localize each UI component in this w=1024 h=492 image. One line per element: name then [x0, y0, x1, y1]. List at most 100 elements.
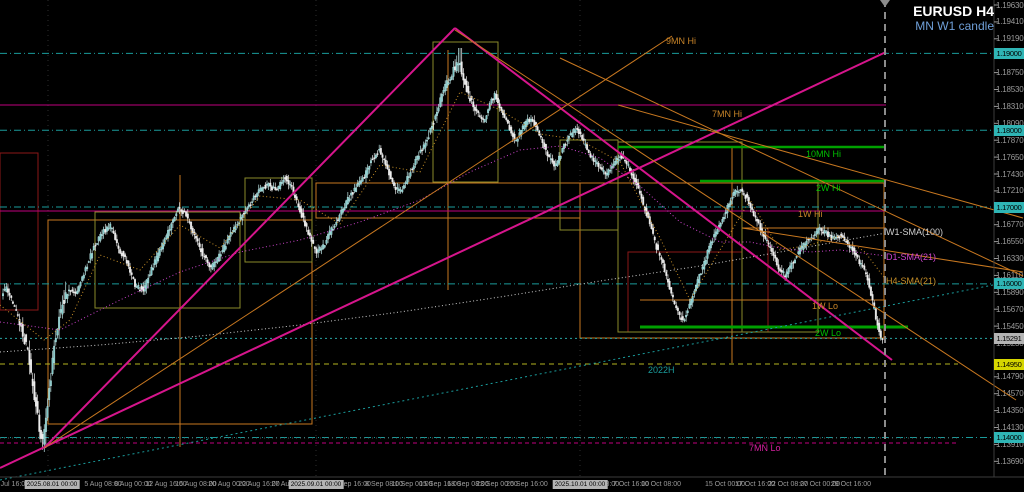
candle-body	[77, 286, 80, 292]
sma-curve	[0, 145, 887, 331]
candle-body	[577, 128, 580, 134]
candle-body	[294, 194, 296, 198]
price-tick-label: 1.16110	[996, 270, 1023, 280]
candle-body	[721, 219, 724, 223]
candle-body	[792, 261, 795, 264]
candle-body	[289, 183, 292, 186]
candle-body	[561, 148, 564, 153]
candle-body	[609, 169, 612, 172]
candle-body	[495, 94, 498, 100]
candle-body	[787, 268, 790, 274]
price-tick-label: 1.19630	[996, 0, 1024, 10]
candle-body	[110, 227, 113, 230]
candle-body	[394, 187, 397, 191]
candle-body	[729, 200, 732, 205]
candle-body	[607, 169, 610, 176]
candle-body	[389, 171, 392, 179]
candle-body	[807, 238, 810, 241]
candle-body	[719, 222, 722, 227]
candle-body	[213, 261, 216, 267]
candle-body	[599, 167, 602, 169]
candle-body	[586, 144, 589, 150]
candle-body	[356, 183, 359, 187]
candle-body	[587, 149, 590, 153]
candle-body	[315, 248, 318, 254]
candle-body	[198, 242, 201, 247]
candle-body	[510, 126, 513, 134]
candle-body	[3, 288, 6, 291]
symbol-title: EURUSD H4	[913, 3, 994, 19]
candle-body	[414, 159, 417, 165]
candle-body	[145, 279, 148, 289]
candle-body	[515, 139, 518, 142]
candle-body	[579, 131, 582, 135]
candle-body	[419, 150, 422, 153]
candle-body	[157, 252, 160, 262]
candle-body	[325, 240, 328, 244]
candle-body	[5, 286, 8, 292]
candle-body	[640, 193, 643, 199]
candle-body	[696, 279, 699, 288]
candle-body	[845, 240, 848, 243]
candle-body	[262, 187, 265, 189]
candle-body	[637, 183, 640, 189]
candle-body	[46, 406, 49, 418]
candle-body	[480, 116, 483, 119]
candle-body	[757, 219, 760, 224]
candle-body	[549, 158, 552, 161]
candle-body	[87, 261, 90, 263]
candle-body	[429, 127, 432, 133]
candle-body	[450, 76, 453, 80]
candle-body	[465, 80, 468, 92]
candle-body	[500, 107, 503, 111]
candle-body	[229, 232, 232, 237]
candle-body	[249, 204, 252, 206]
candle-body	[318, 246, 321, 251]
candle-body	[525, 121, 527, 128]
candle-body	[335, 222, 338, 226]
candle-body	[114, 232, 117, 240]
candle-body	[601, 167, 603, 170]
candle-body	[866, 274, 869, 281]
candle-body	[236, 224, 239, 226]
candle-body	[284, 177, 287, 180]
candle-body	[558, 155, 560, 164]
candle-body	[290, 185, 293, 187]
candle-body	[670, 287, 673, 294]
candle-body	[219, 254, 222, 257]
candle-body	[403, 185, 405, 189]
candle-body	[614, 161, 617, 165]
candle-body	[878, 322, 881, 332]
candle-body	[61, 304, 64, 315]
candle-body	[653, 236, 656, 241]
candle-body	[234, 225, 237, 231]
candle-body	[48, 388, 51, 400]
candle-body	[464, 78, 466, 85]
candle-body	[33, 381, 36, 401]
candle-body	[8, 292, 11, 296]
price-tick-label: 1.15670	[996, 304, 1024, 314]
candle-body	[135, 286, 138, 288]
price-tick-label: 1.14790	[996, 372, 1024, 382]
candle-body	[190, 221, 193, 230]
candle-body	[805, 240, 808, 246]
trend-line	[559, 57, 1024, 277]
candle-body	[407, 176, 410, 178]
candle-body	[373, 157, 376, 159]
price-tick-label: 1.13910	[996, 439, 1024, 449]
candle-body	[652, 227, 655, 234]
price-tick-label: 1.19190	[996, 34, 1024, 44]
candle-body	[728, 203, 730, 207]
candle-body	[63, 299, 65, 304]
candle-body	[685, 315, 688, 318]
candle-body	[417, 155, 420, 160]
candle-body	[102, 229, 105, 234]
candle-body	[333, 226, 336, 228]
candle-body	[881, 338, 884, 340]
trend-line	[454, 27, 893, 361]
candle-body	[379, 148, 382, 155]
candle-body	[49, 380, 52, 387]
candle-body	[764, 233, 767, 239]
candle-body	[706, 250, 709, 259]
